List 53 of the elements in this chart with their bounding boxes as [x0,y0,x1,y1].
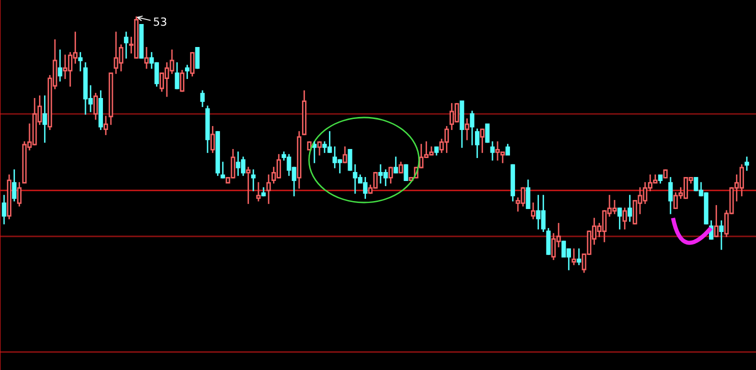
candlestick [93,92,98,120]
candlestick [434,146,439,156]
candlestick [205,106,210,153]
candlestick [58,50,62,82]
candlestick [530,202,536,220]
candlestick [108,72,114,125]
candlestick [663,169,668,178]
candlestick [2,194,6,224]
candlestick [104,116,108,136]
candlestick [190,52,195,76]
candlestick [42,95,47,143]
candlestick [510,164,516,202]
candlestick [266,174,271,204]
candlestick [210,126,215,153]
candlestick [12,169,16,202]
candlestick [404,164,408,181]
candlestick [180,70,184,92]
candlestick [139,24,144,59]
candlestick [526,180,530,210]
candlestick [622,208,627,230]
candlestick [302,90,306,136]
candlestick [342,146,348,164]
candlestick [464,118,470,140]
candlestick [394,156,398,174]
candlestick [470,110,474,146]
candlestick [658,174,663,184]
candlestick [714,205,719,238]
candlestick [668,177,673,214]
candlestick [617,208,622,230]
annotation: 53 [154,17,166,26]
candlestick [98,90,103,130]
candlestick [174,62,180,90]
candlestick [388,166,393,184]
candlestick [719,220,724,250]
candlestick [261,187,266,196]
candlestick [216,131,220,176]
candlestick [485,123,490,143]
candlestick [506,144,510,156]
candlestick [546,228,551,255]
candlestick [195,46,200,69]
candlestick [460,100,464,148]
candlestick [744,156,750,171]
candlestick [480,128,485,153]
candlestick [348,148,352,171]
candlestick [628,194,632,222]
candlestick [474,128,480,158]
candlestick [398,162,404,174]
candlestick [124,32,128,59]
candlestick [220,162,226,178]
candlestick [6,174,12,220]
candlestick [17,182,22,206]
candlestick [576,248,582,266]
candlestick [296,131,302,189]
